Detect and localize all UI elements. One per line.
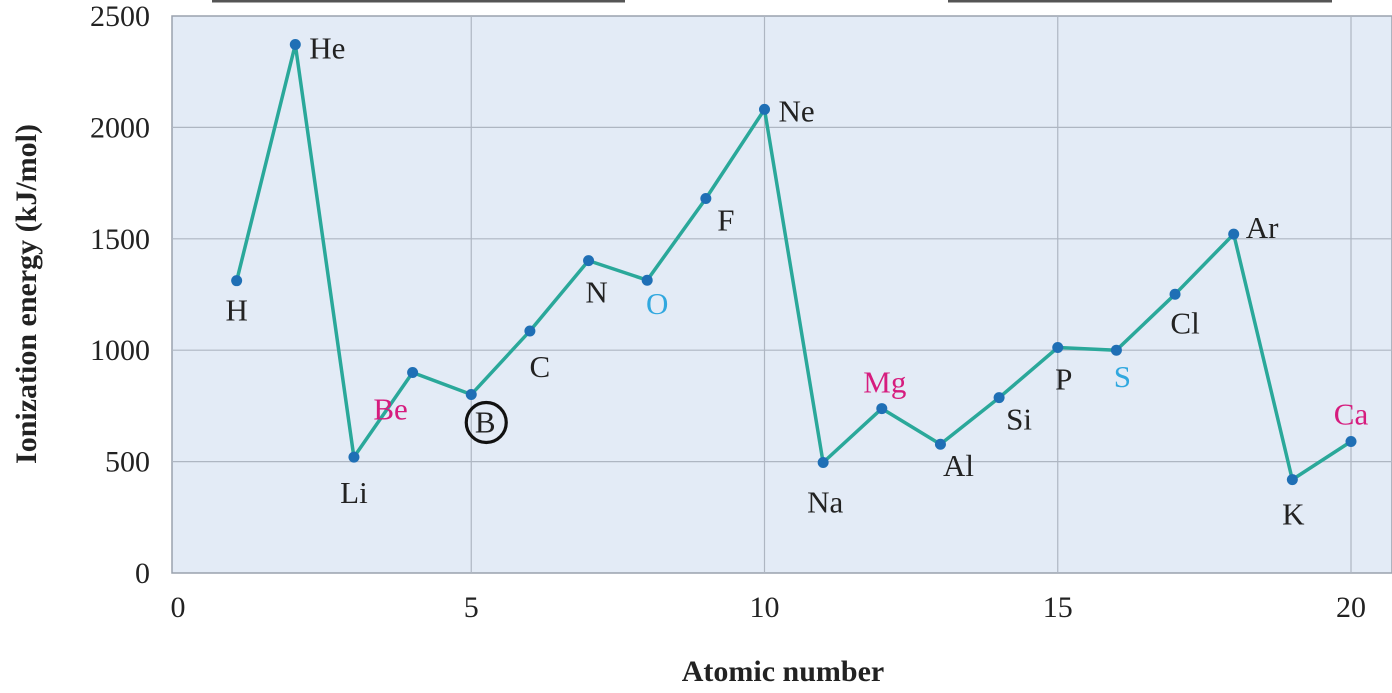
- element-label-be: Be: [373, 391, 407, 426]
- element-label-f: F: [717, 202, 734, 237]
- data-point: [759, 103, 770, 115]
- data-point: [289, 39, 301, 51]
- y-tick-label: 2500: [90, 0, 150, 33]
- element-label-ne: Ne: [779, 93, 815, 128]
- data-point: [993, 392, 1005, 404]
- data-point: [231, 275, 243, 287]
- data-point: [407, 366, 419, 378]
- plot-area: [171, 15, 1392, 574]
- y-tick-label: 0: [135, 557, 150, 590]
- x-tick-label: 15: [1043, 591, 1073, 624]
- data-point: [1345, 436, 1357, 448]
- x-tick-labels: 0 5 10 15 20: [171, 591, 1367, 624]
- data-point: [524, 325, 536, 337]
- y-tick-label: 500: [105, 446, 150, 479]
- y-tick-labels: 0 500 1000 1500 2000 2500: [90, 0, 150, 590]
- element-label-s: S: [1114, 359, 1131, 394]
- element-label-al: Al: [943, 448, 974, 483]
- data-point: [348, 451, 360, 463]
- element-label-cl: Cl: [1170, 305, 1199, 340]
- element-label-li: Li: [340, 475, 368, 510]
- element-label-k: K: [1282, 497, 1305, 532]
- y-tick-label: 2000: [90, 111, 150, 144]
- x-tick-label: 5: [464, 591, 479, 624]
- series-line: [235, 42, 1352, 482]
- element-label-b: B: [475, 405, 496, 440]
- y-tick-label: 1000: [90, 334, 150, 367]
- element-label-p: P: [1055, 362, 1072, 397]
- x-tick-label: 10: [750, 591, 780, 624]
- element-label-mg: Mg: [863, 365, 906, 400]
- data-point: [1169, 288, 1181, 300]
- element-label-o: O: [646, 286, 668, 321]
- element-label-h: H: [225, 293, 247, 328]
- data-point: [1228, 228, 1240, 240]
- x-tick-label: 0: [171, 591, 186, 624]
- element-label-ar: Ar: [1246, 210, 1279, 245]
- data-point: [583, 255, 595, 267]
- element-label-ca: Ca: [1334, 397, 1369, 432]
- data-point: [876, 403, 888, 415]
- y-axis-title: Ionization energy (kJ/mol): [10, 124, 43, 464]
- data-point: [1286, 474, 1298, 486]
- element-label-na: Na: [807, 484, 843, 519]
- data-point: [641, 274, 653, 286]
- element-label-he: He: [309, 31, 345, 66]
- highlight-circle: [464, 400, 508, 445]
- element-label-n: N: [585, 275, 607, 310]
- data-markers: [231, 39, 1357, 486]
- x-axis-title: Atomic number: [682, 655, 884, 688]
- y-tick-label: 1500: [90, 223, 150, 256]
- data-point: [1052, 342, 1064, 354]
- x-tick-label: 20: [1336, 591, 1366, 624]
- data-point: [817, 456, 829, 468]
- data-point: [934, 438, 946, 450]
- data-point: [700, 192, 712, 204]
- gridlines: [172, 16, 1392, 573]
- data-point: [465, 389, 477, 401]
- element-label-si: Si: [1006, 402, 1032, 437]
- element-labels: H He Li Be BC N O F Ne Na Mg Al Si P S Cl Ar K Ca: [225, 31, 1368, 532]
- element-label-c: C: [530, 349, 551, 384]
- data-point: [1110, 344, 1122, 356]
